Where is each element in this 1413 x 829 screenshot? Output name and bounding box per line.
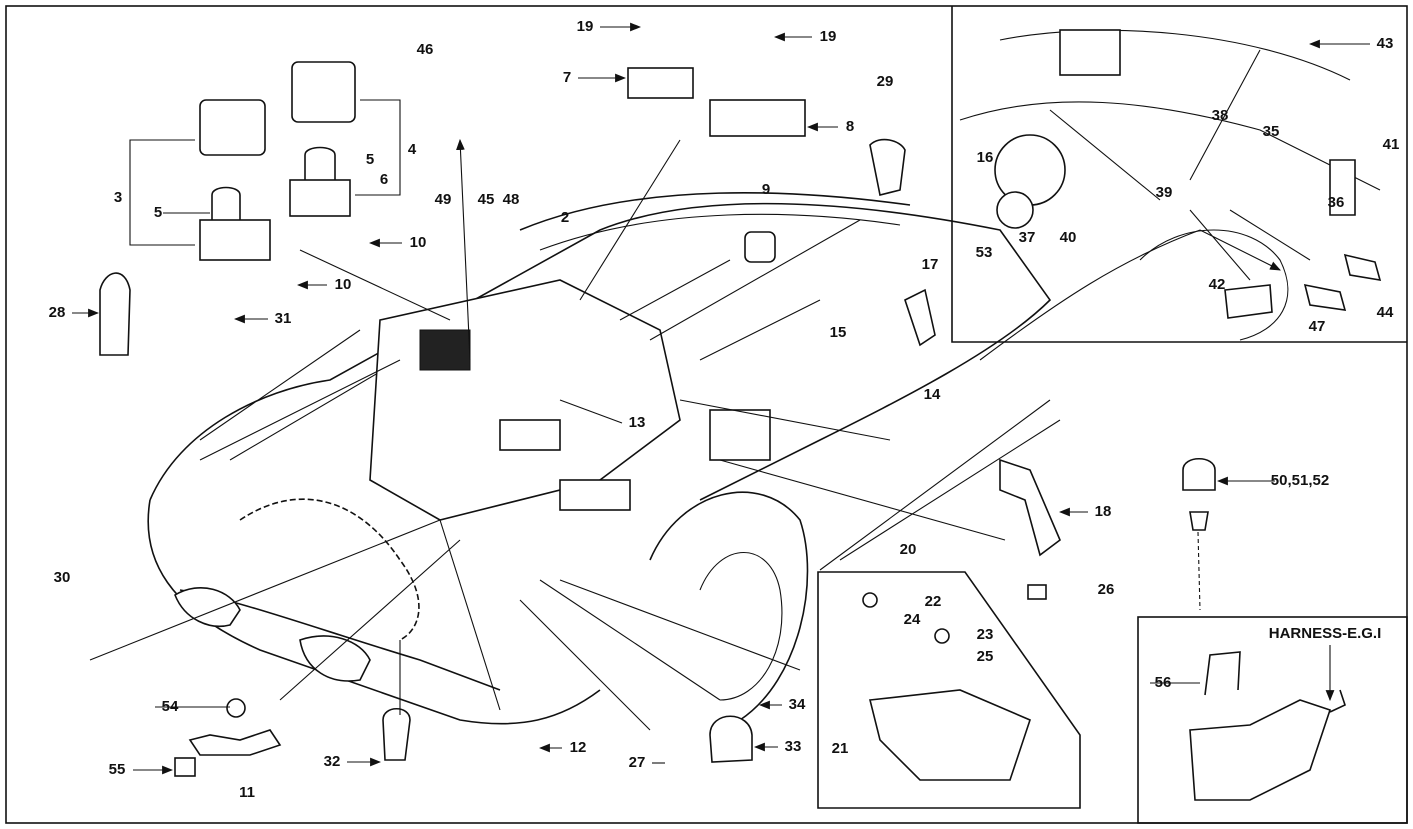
callout-label: 18 xyxy=(1095,503,1112,520)
callout-label: 21 xyxy=(832,740,849,757)
frame xyxy=(5,5,1408,824)
callout-label: 19 xyxy=(577,18,594,35)
callout-label: HARNESS-E.G.I xyxy=(1269,625,1382,642)
callout-label: 28 xyxy=(49,304,66,321)
callout-label: 3 xyxy=(114,189,122,206)
callout-label: 53 xyxy=(976,244,993,261)
callout-label: 12 xyxy=(570,739,587,756)
callout-label: 11 xyxy=(239,784,255,801)
callout-label: 10 xyxy=(410,234,427,251)
callout-label: 54 xyxy=(162,698,179,715)
callout-label: 15 xyxy=(830,324,847,341)
callout-label: 4 xyxy=(408,141,417,158)
callout-label: 39 xyxy=(1156,184,1173,201)
callout-label: 25 xyxy=(977,648,994,665)
callout-label: 30 xyxy=(54,569,71,586)
callout-label: 47 xyxy=(1309,318,1326,335)
leader-arrows xyxy=(72,22,1370,775)
engine xyxy=(239,279,771,641)
callout-label: 8 xyxy=(846,118,854,135)
harness-panel xyxy=(1137,616,1408,824)
callout-label: 38 xyxy=(1212,107,1229,124)
callout-label: 40 xyxy=(1060,229,1077,246)
inset-panel xyxy=(951,6,1407,343)
callout-label: 49 xyxy=(435,191,452,208)
callout-label: 29 xyxy=(877,73,894,90)
callout-label: 46 xyxy=(417,41,434,58)
callout-label: 43 xyxy=(1377,35,1394,52)
callout-label: 5 xyxy=(154,204,162,221)
callout-label: 41 xyxy=(1383,136,1400,153)
callout-label: 2 xyxy=(561,209,569,226)
callout-label: 45 xyxy=(478,191,495,208)
callout-label: 27 xyxy=(629,754,646,771)
callout-label: 20 xyxy=(900,541,917,558)
callout-label: 7 xyxy=(563,69,571,86)
callout-label: 56 xyxy=(1155,674,1172,691)
callout-label: 35 xyxy=(1263,123,1280,140)
callout-label: 36 xyxy=(1328,194,1345,211)
callout-label: 26 xyxy=(1098,581,1115,598)
callout-label: 14 xyxy=(924,386,941,403)
callout-label: 48 xyxy=(503,191,520,208)
callout-label: 9 xyxy=(762,181,770,198)
callout-label: 55 xyxy=(109,761,126,778)
callout-label: 32 xyxy=(324,753,341,770)
callout-label: 42 xyxy=(1209,276,1226,293)
callout-label: 24 xyxy=(904,611,921,628)
callout-label: 33 xyxy=(785,738,802,755)
parts xyxy=(99,61,1382,801)
callout-label: 16 xyxy=(977,149,994,166)
callout-label: 10 xyxy=(335,276,352,293)
callout-label: 31 xyxy=(275,310,292,327)
callout-label: 22 xyxy=(925,593,942,610)
callout-label: 50,51,52 xyxy=(1271,472,1329,489)
connector-panel xyxy=(817,571,1081,809)
callout-label: 6 xyxy=(380,171,388,188)
callout-label: 23 xyxy=(977,626,994,643)
callout-label: 34 xyxy=(789,696,806,713)
callout-label: 44 xyxy=(1377,304,1394,321)
callout-label: 19 xyxy=(820,28,837,45)
callout-label: 13 xyxy=(629,414,646,431)
callout-label: 37 xyxy=(1019,229,1036,246)
callout-label: 5 xyxy=(366,151,374,168)
car-body xyxy=(147,29,1381,725)
callout-label: 17 xyxy=(922,256,939,273)
